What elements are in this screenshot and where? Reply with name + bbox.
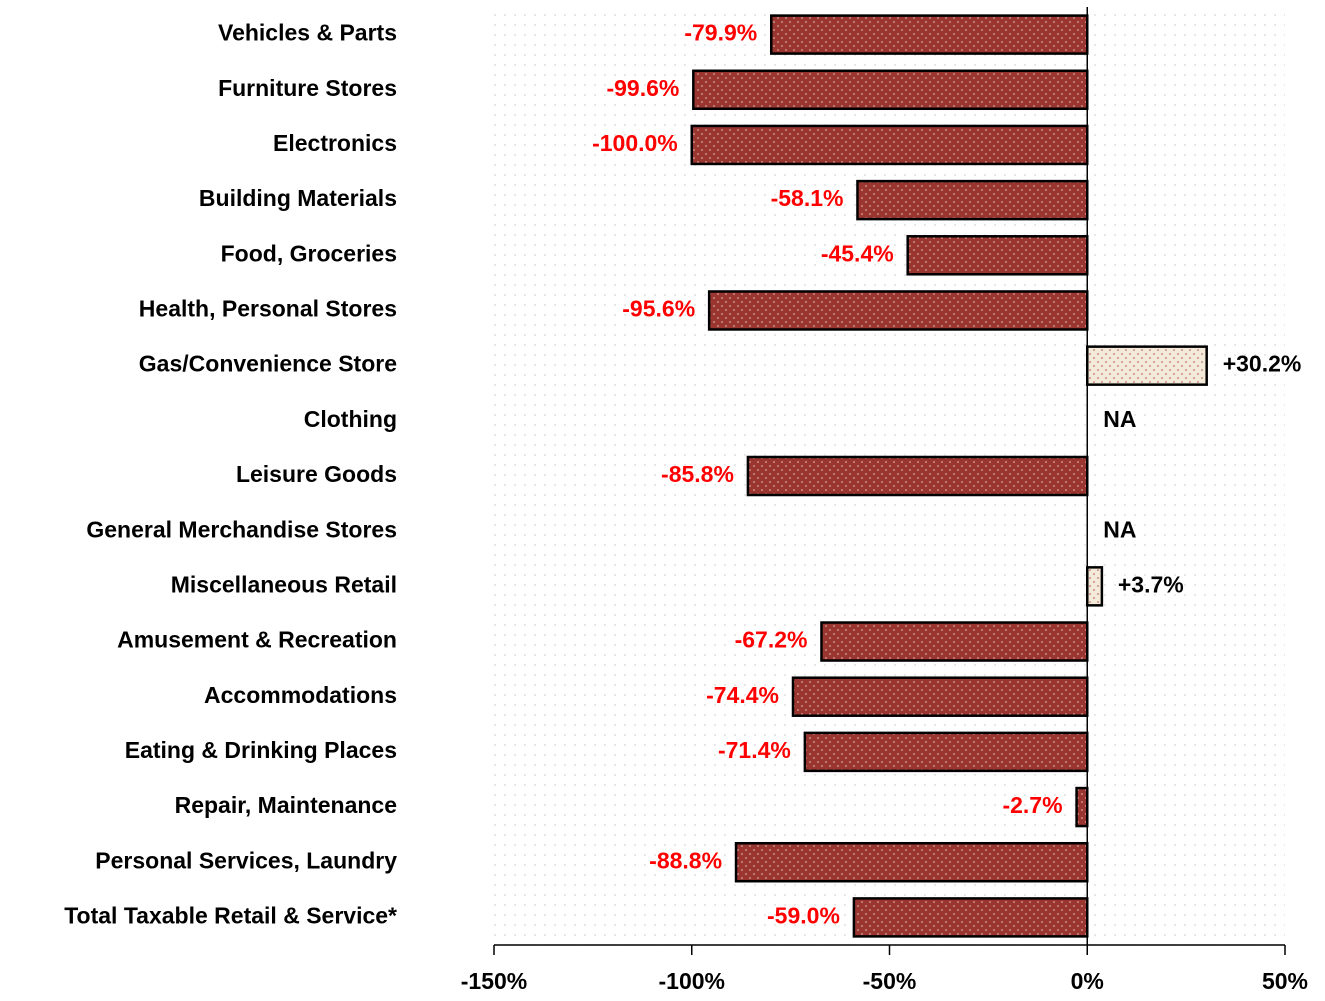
value-label: -99.6%	[606, 75, 679, 101]
bar	[746, 455, 1089, 497]
value-label: -71.4%	[718, 737, 791, 763]
category-label: Personal Services, Laundry	[95, 847, 397, 873]
value-label: -79.9%	[684, 20, 757, 46]
bar	[856, 179, 1089, 221]
bar	[820, 621, 1089, 662]
bar	[906, 235, 1089, 276]
value-label: NA	[1103, 406, 1136, 432]
category-label: Health, Personal Stores	[139, 296, 397, 322]
bar	[1075, 786, 1089, 828]
category-label: Furniture Stores	[218, 75, 397, 101]
x-tick-label: 50%	[1262, 968, 1308, 994]
category-label: Accommodations	[204, 682, 397, 708]
value-label: NA	[1103, 516, 1136, 542]
value-label: -59.0%	[767, 902, 840, 928]
category-label: Vehicles & Parts	[218, 20, 397, 46]
value-label: -88.8%	[649, 847, 722, 873]
value-label: -2.7%	[1002, 792, 1062, 818]
category-label: Leisure Goods	[236, 461, 397, 487]
category-label: Total Taxable Retail & Service*	[64, 902, 397, 928]
value-label: -67.2%	[735, 627, 808, 653]
category-label: Amusement & Recreation	[117, 627, 397, 653]
value-label: +30.2%	[1223, 351, 1302, 377]
bar	[769, 14, 1089, 55]
value-label: -74.4%	[706, 682, 779, 708]
x-tick-label: 0%	[1071, 968, 1104, 994]
category-label: Food, Groceries	[221, 240, 397, 266]
bar	[791, 676, 1089, 717]
bar	[690, 124, 1089, 166]
category-label: General Merchandise Stores	[86, 516, 397, 542]
value-label: -45.4%	[821, 240, 894, 266]
value-label: -85.8%	[661, 461, 734, 487]
x-tick-label: -100%	[659, 968, 725, 994]
x-tick-label: -50%	[863, 968, 917, 994]
bar	[734, 841, 1089, 883]
category-label: Clothing	[304, 406, 397, 432]
category-label: Repair, Maintenance	[175, 792, 397, 818]
value-label: -100.0%	[592, 130, 678, 156]
value-label: +3.7%	[1118, 571, 1184, 597]
category-label: Electronics	[273, 130, 397, 156]
value-label: -95.6%	[622, 296, 695, 322]
x-tick-label: -150%	[461, 968, 527, 994]
bar	[852, 897, 1089, 938]
bar	[1086, 345, 1208, 386]
category-label: Building Materials	[199, 185, 397, 211]
bar	[1086, 566, 1104, 607]
category-label: Eating & Drinking Places	[125, 737, 397, 763]
value-label: -58.1%	[771, 185, 844, 211]
bar	[692, 69, 1089, 111]
bar	[803, 731, 1089, 773]
category-label: Gas/Convenience Store	[139, 351, 397, 377]
bar	[707, 290, 1089, 331]
category-label: Miscellaneous Retail	[171, 571, 397, 597]
